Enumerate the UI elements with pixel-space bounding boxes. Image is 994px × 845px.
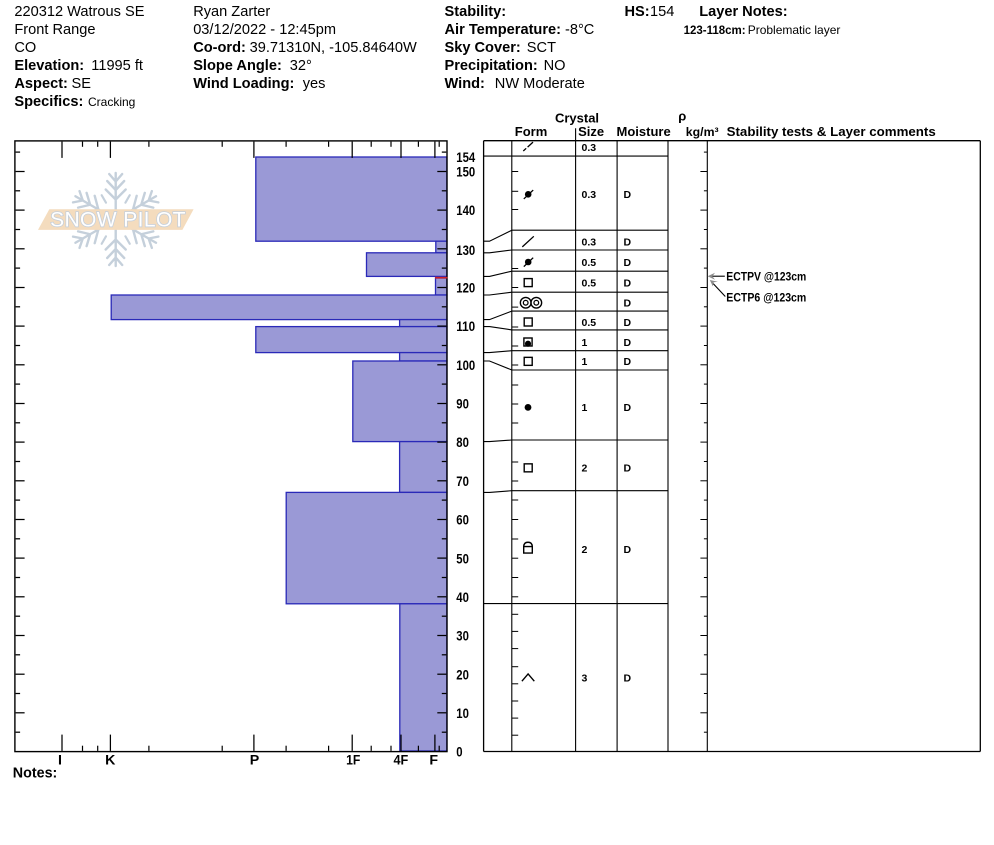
svg-text:60: 60 [456,513,469,529]
svg-text:120: 120 [456,281,475,297]
svg-text:Stability tests & Layer commen: Stability tests & Layer comments [727,124,936,139]
svg-text:Stability:: Stability: [445,4,507,20]
svg-text:0.5: 0.5 [582,257,597,269]
svg-text:NO: NO [544,58,566,74]
svg-text:39.71310N, -105.84640W: 39.71310N, -105.84640W [250,40,417,56]
svg-text:0: 0 [456,745,462,761]
svg-text:140: 140 [456,203,475,219]
svg-text:Sky Cover:: Sky Cover: [445,40,521,56]
svg-text:20: 20 [456,667,469,683]
svg-text:Specifics:: Specifics: [14,94,83,110]
svg-text:Problematic layer: Problematic layer [748,23,841,37]
svg-text:30: 30 [456,629,469,645]
svg-text:10: 10 [456,706,469,722]
svg-text:50: 50 [456,551,469,567]
svg-text:1F: 1F [346,753,360,769]
svg-text:Air Temperature:: Air Temperature: [445,22,562,38]
svg-text:0.3: 0.3 [582,189,597,201]
svg-text:Notes:: Notes: [13,765,57,781]
svg-text:100: 100 [456,358,475,374]
svg-text:K: K [105,753,116,769]
svg-text:D: D [624,544,632,556]
svg-text:3: 3 [582,672,588,684]
svg-text:D: D [624,337,632,349]
svg-text:Co-ord:: Co-ord: [193,40,246,56]
svg-text:110: 110 [456,319,475,335]
svg-text:123-118cm:: 123-118cm: [684,25,746,37]
svg-text:ECTPV @123cm: ECTPV @123cm [726,270,806,284]
svg-text:4F: 4F [394,753,409,769]
svg-text:D: D [624,317,632,329]
svg-text:D: D [624,402,632,414]
svg-text:Form: Form [515,124,548,139]
svg-text:2: 2 [582,544,588,556]
svg-text:Cracking: Cracking [88,95,135,109]
svg-text:90: 90 [456,397,469,413]
svg-text:ECTP6 @123cm: ECTP6 @123cm [726,291,806,305]
svg-text:Moisture: Moisture [617,124,671,139]
svg-text:150: 150 [456,165,475,181]
svg-text:CO: CO [14,40,36,56]
svg-text:220312 Watrous SE: 220312 Watrous SE [14,4,144,20]
svg-text:0.3: 0.3 [582,142,597,154]
svg-text:D: D [624,257,632,269]
svg-text:154: 154 [456,150,475,166]
svg-text:D: D [624,237,632,249]
svg-text:40: 40 [456,590,469,606]
svg-text:Crystal: Crystal [555,110,599,125]
svg-text:HS:: HS: [625,4,650,20]
svg-text:I: I [58,753,62,769]
svg-text:Precipitation:: Precipitation: [445,58,538,74]
svg-text:0.5: 0.5 [582,317,597,329]
svg-text:D: D [624,356,632,368]
svg-text:0.3: 0.3 [582,237,597,249]
svg-text:0.5: 0.5 [582,277,597,289]
svg-text:yes: yes [303,76,326,92]
svg-text:Layer Notes:: Layer Notes: [699,4,787,20]
svg-text:SCT: SCT [527,40,556,56]
svg-text:D: D [624,463,632,475]
svg-text:154: 154 [650,4,674,20]
svg-text:P: P [250,753,259,769]
svg-text:SNOW PILOT: SNOW PILOT [50,209,186,232]
svg-text:1: 1 [582,402,588,414]
svg-text:32°: 32° [290,58,312,74]
svg-text:D: D [624,189,632,201]
svg-text:Ryan Zarter: Ryan Zarter [193,4,270,20]
svg-text:NW Moderate: NW Moderate [495,76,585,92]
svg-text:70: 70 [456,474,469,490]
svg-text:2: 2 [582,463,588,475]
svg-text:D: D [624,672,632,684]
svg-text:Aspect:: Aspect: [14,76,68,92]
svg-text:Slope Angle:: Slope Angle: [193,58,282,74]
svg-text:1: 1 [582,337,588,349]
svg-text:03/12/2022 - 12:45pm: 03/12/2022 - 12:45pm [193,22,336,38]
svg-text:Front Range: Front Range [14,22,95,38]
svg-text:D: D [624,298,632,310]
svg-text:130: 130 [456,243,475,259]
svg-text:kg/m³: kg/m³ [686,125,719,139]
svg-text:Wind:: Wind: [445,76,485,92]
svg-text:F: F [429,753,438,769]
svg-text:SE: SE [72,76,92,92]
svg-text:D: D [624,277,632,289]
svg-text:Size: Size [578,124,604,139]
svg-text:Elevation:: Elevation: [14,58,84,74]
svg-text:-8°C: -8°C [565,22,594,38]
svg-text:Wind Loading:: Wind Loading: [193,76,294,92]
svg-text:1: 1 [582,356,588,368]
svg-text:80: 80 [456,435,469,451]
svg-text:11995 ft: 11995 ft [91,58,143,74]
svg-text:ρ: ρ [678,108,686,123]
